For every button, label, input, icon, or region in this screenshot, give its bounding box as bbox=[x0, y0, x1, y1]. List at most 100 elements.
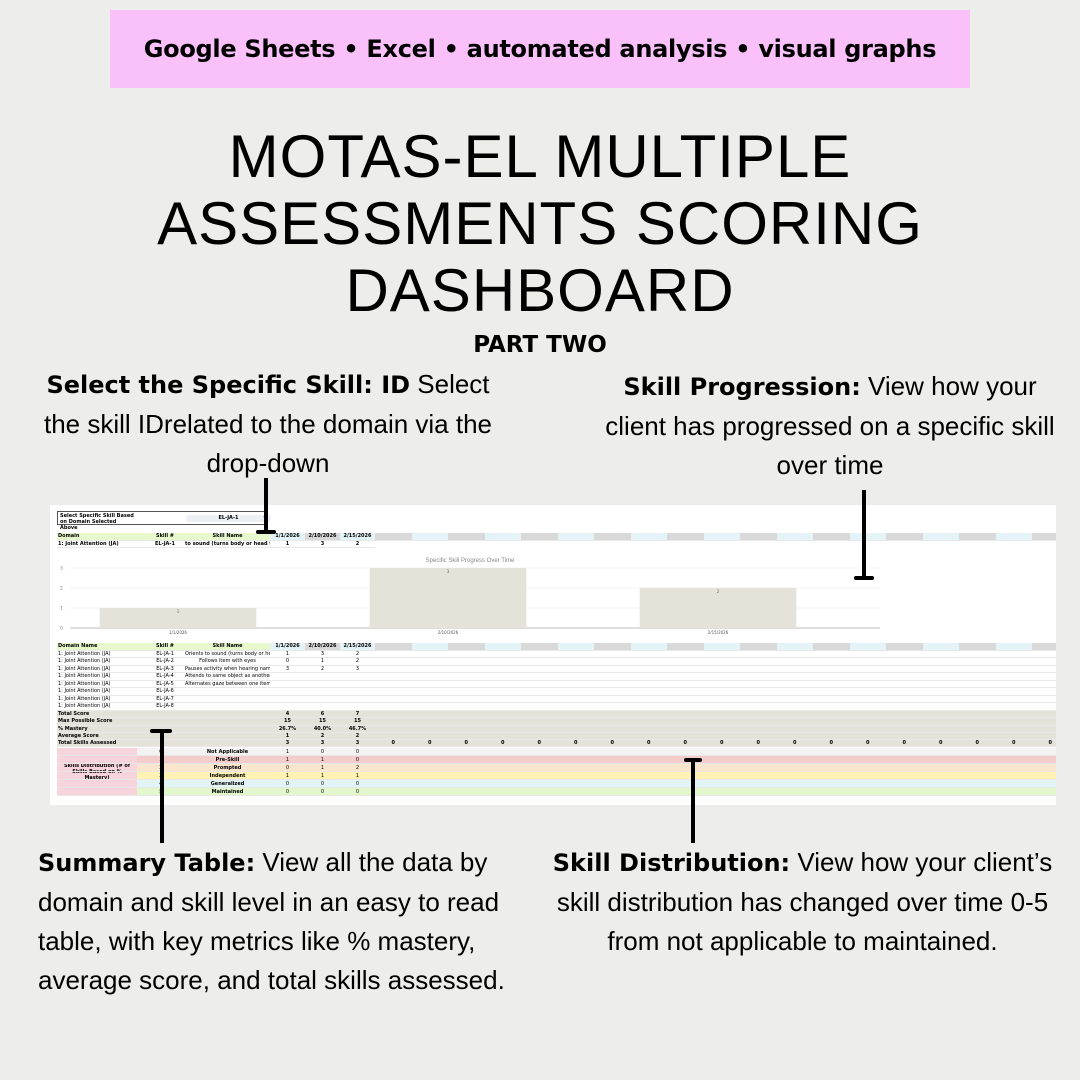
level-count: 1 bbox=[270, 747, 305, 756]
table-cell bbox=[557, 651, 594, 658]
table-cell bbox=[959, 725, 996, 733]
table-cell: 3 bbox=[305, 541, 340, 548]
table-cell bbox=[375, 651, 412, 658]
skill-dropdown[interactable]: EL-JA-1▾ bbox=[186, 515, 271, 522]
table-cell bbox=[630, 673, 667, 681]
table-cell bbox=[959, 658, 996, 666]
table-cell bbox=[270, 703, 305, 711]
level-count: 2 bbox=[340, 763, 375, 772]
table-row: 1: Joint Attention (JA) EL-JA-1 to sound (… bbox=[57, 541, 375, 548]
table-cell: 0 bbox=[776, 740, 813, 748]
table-cell bbox=[922, 681, 959, 688]
table-cell: 0 bbox=[484, 740, 521, 748]
table-cell bbox=[703, 763, 740, 772]
table-cell bbox=[703, 787, 740, 796]
table-cell bbox=[667, 763, 704, 772]
table-cell bbox=[630, 771, 667, 780]
table-cell bbox=[922, 787, 959, 796]
table-cell: EL-JA-7 bbox=[145, 696, 185, 703]
table-cell bbox=[813, 718, 850, 726]
table-cell bbox=[776, 696, 813, 703]
table-cell bbox=[886, 771, 923, 780]
table-cell bbox=[448, 718, 485, 726]
metric-row: Max Possible Score 15 15 15 bbox=[57, 718, 1056, 726]
table-cell bbox=[922, 718, 959, 726]
table-cell bbox=[411, 666, 448, 673]
level-name: Maintained bbox=[185, 787, 270, 796]
table-cell bbox=[521, 533, 558, 541]
distribution-row: 2Prompted012 bbox=[57, 763, 1056, 772]
table-cell bbox=[185, 688, 270, 696]
table-cell bbox=[375, 732, 412, 741]
table-cell bbox=[1032, 658, 1056, 666]
table-cell bbox=[630, 696, 667, 703]
table-cell bbox=[375, 533, 412, 541]
bar-data-label: 2 bbox=[717, 589, 720, 594]
metric-value: 46.7% bbox=[340, 725, 375, 733]
table-cell bbox=[667, 688, 704, 696]
table-cell bbox=[594, 755, 631, 764]
table-cell bbox=[667, 718, 704, 726]
level-count: 0 bbox=[305, 747, 340, 756]
table-cell bbox=[594, 651, 631, 658]
table-cell bbox=[185, 696, 270, 703]
table-cell bbox=[849, 658, 886, 666]
table-cell bbox=[411, 725, 448, 733]
table-cell bbox=[959, 688, 996, 696]
table-cell bbox=[521, 696, 558, 703]
table-row: 1: Joint Attention (JA) EL-JA-4 Attends to… bbox=[57, 673, 1056, 681]
table-cell bbox=[340, 673, 375, 681]
pointer-line bbox=[862, 490, 866, 578]
table-cell bbox=[448, 533, 485, 541]
column-header: 2/10/2026 bbox=[305, 533, 340, 541]
table-cell: 0 bbox=[270, 658, 305, 666]
table-row: 1: Joint Attention (JA) EL-JA-3 Pauses act… bbox=[57, 666, 1056, 673]
table-cell bbox=[776, 771, 813, 780]
table-cell bbox=[557, 732, 594, 741]
table-cell bbox=[959, 747, 996, 756]
table-cell bbox=[521, 787, 558, 796]
distribution-label: Skills Distribution (# of Skills Based o… bbox=[57, 747, 137, 796]
table-cell bbox=[776, 755, 813, 764]
level-name: Independent bbox=[185, 771, 270, 780]
table-cell bbox=[922, 771, 959, 780]
table-cell bbox=[703, 643, 740, 651]
table-cell bbox=[740, 651, 777, 658]
table-cell bbox=[849, 725, 886, 733]
table-cell bbox=[849, 673, 886, 681]
table-cell bbox=[594, 681, 631, 688]
table-cell bbox=[703, 696, 740, 703]
table-cell bbox=[813, 703, 850, 711]
metric-value: 2 bbox=[305, 732, 340, 741]
table-cell bbox=[630, 763, 667, 772]
table-cell bbox=[740, 643, 777, 651]
y-tick-label: 2 bbox=[60, 586, 63, 592]
table-cell bbox=[411, 779, 448, 788]
table-cell bbox=[448, 658, 485, 666]
table-cell bbox=[886, 718, 923, 726]
table-cell bbox=[57, 780, 137, 788]
table-cell bbox=[849, 787, 886, 796]
table-cell bbox=[630, 787, 667, 796]
table-cell bbox=[375, 747, 412, 756]
table-cell bbox=[630, 651, 667, 658]
table-cell bbox=[448, 643, 485, 651]
table-cell bbox=[1032, 787, 1056, 796]
bar-data-label: 1 bbox=[177, 609, 180, 614]
table-cell bbox=[594, 725, 631, 733]
title-line: DASHBOARD bbox=[345, 257, 735, 324]
column-header: Skill # bbox=[145, 643, 185, 651]
table-cell bbox=[703, 725, 740, 733]
table-row: 1: Joint Attention (JA) EL-JA-8 bbox=[57, 703, 1056, 711]
level-count: 0 bbox=[340, 747, 375, 756]
page-title: MOTAS-EL MULTIPLE ASSESSMENTS SCORING DA… bbox=[0, 123, 1080, 324]
table-cell: EL-JA-8 bbox=[145, 703, 185, 711]
table-cell bbox=[411, 673, 448, 681]
table-cell bbox=[995, 696, 1032, 703]
table-cell bbox=[849, 696, 886, 703]
table-cell bbox=[484, 658, 521, 666]
table-cell: 2 bbox=[340, 658, 375, 666]
column-header: Domain bbox=[57, 533, 145, 541]
table-cell: 0 bbox=[813, 740, 850, 748]
table-cell bbox=[740, 681, 777, 688]
